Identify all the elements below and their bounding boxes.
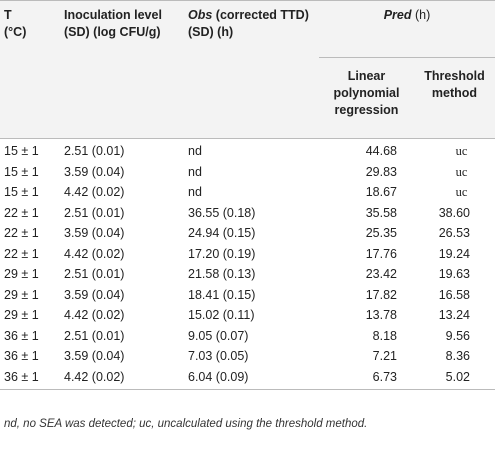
- header-cell: Obs (corrected TTD) (SD) (h): [184, 1, 319, 139]
- table-cell: 15 ± 1: [4, 164, 39, 179]
- footnote: nd, no SEA was detected; uc, uncalculate…: [4, 418, 368, 430]
- table-cell: 6.04 (0.09): [184, 366, 319, 390]
- table-cell: 2.51 (0.01): [64, 205, 125, 220]
- table-cell: 23.42: [365, 267, 397, 281]
- table-cell: 17.82: [365, 287, 397, 302]
- table-cell: 9.05 (0.07): [188, 328, 249, 343]
- table-cell: 29 ± 1: [4, 287, 39, 302]
- table-cell: nd: [188, 144, 202, 158]
- table-cell: uc: [455, 144, 468, 158]
- table-cell: uc: [455, 164, 468, 179]
- table-cell: 36 ± 1: [4, 328, 39, 343]
- table-cell: 29.83: [365, 164, 397, 179]
- table-cell: 22 ± 1: [4, 226, 39, 240]
- table-cell: uc: [455, 185, 468, 199]
- table-cell: 8.36: [445, 349, 470, 363]
- table-row: 29 ± 1 4.42 (0.02) 15.02 (0.11) 13.78 13.24: [0, 305, 495, 326]
- table-cell: 4.42 (0.02): [64, 185, 125, 199]
- header-text: (°C): [4, 25, 27, 39]
- table-cell: 13.78: [365, 308, 397, 322]
- header-cell: Linear polynomial regression: [333, 69, 400, 117]
- table-cell: 4.42 (0.02): [64, 308, 125, 322]
- table-cell: 2.51 (0.01): [64, 328, 125, 343]
- table-cell: 15.02 (0.11): [188, 308, 255, 322]
- table-cell: 3.59 (0.04): [64, 349, 125, 363]
- table-cell: 9.56: [445, 328, 470, 343]
- data-table: T (°C) Inoculation level (SD) (log CFU/g)…: [0, 0, 495, 390]
- table-cell: 7.03 (0.05): [188, 349, 249, 363]
- header-text: (h): [415, 8, 431, 22]
- table-cell: 25.35: [365, 226, 397, 240]
- table-cell: 4.42 (0.02): [60, 366, 184, 390]
- table-cell: 36 ± 1: [4, 349, 39, 363]
- table-cell: 2.51 (0.01): [64, 267, 125, 281]
- table-row: 29 ± 1 3.59 (0.04) 18.41 (0.15) 17.82 16.58: [0, 285, 495, 306]
- table-cell: 3.59 (0.04): [64, 287, 125, 302]
- header-row: T (°C) Inoculation level (SD) (log CFU/g)…: [0, 0, 495, 58]
- table-body: 15 ± 1 2.51 (0.01) nd 44.68 uc 15 ± 1 3.59 (0.…: [0, 139, 495, 390]
- table-cell: 35.58: [365, 205, 397, 220]
- header-cell: Threshold method: [424, 69, 485, 100]
- table-row: 22 ± 1 2.51 (0.01) 36.55 (0.18) 35.58 38.60: [0, 203, 495, 224]
- table-cell: 4.42 (0.02): [64, 246, 125, 261]
- table-cell: 38.60: [438, 205, 470, 220]
- table-cell: 16.58: [438, 287, 470, 302]
- table-cell: 18.41 (0.15): [188, 287, 256, 302]
- table-cell: 21.58 (0.13): [188, 267, 256, 281]
- table-row: 15 ± 1 2.51 (0.01) nd 44.68 uc: [0, 139, 495, 162]
- table-row: 22 ± 1 3.59 (0.04) 24.94 (0.15) 25.35 26.53: [0, 223, 495, 244]
- table-cell: 29 ± 1: [4, 267, 39, 281]
- table-cell: 13.24: [438, 308, 470, 322]
- table-cell: 7.21: [372, 349, 397, 363]
- table-cell: 3.59 (0.04): [64, 226, 125, 240]
- table-cell: 22 ± 1: [4, 205, 39, 220]
- table-cell: 29 ± 1: [4, 308, 39, 322]
- table-row: 15 ± 1 4.42 (0.02) nd 18.67 uc: [0, 182, 495, 203]
- table-cell: 36 ± 1: [0, 366, 60, 390]
- header-text: (corrected TTD) (SD) (h): [188, 8, 309, 39]
- table-cell: 2.51 (0.01): [64, 144, 125, 158]
- table-row: 15 ± 1 3.59 (0.04) nd 29.83 uc: [0, 162, 495, 183]
- table-cell: 3.59 (0.04): [64, 164, 125, 179]
- table-cell: 15 ± 1: [4, 144, 39, 158]
- header-text: T: [4, 8, 12, 22]
- table-cell: 17.20 (0.19): [188, 246, 256, 261]
- table-header: T (°C) Inoculation level (SD) (log CFU/g)…: [0, 0, 495, 139]
- header-cell: Pred (h): [319, 0, 495, 58]
- header-cell: T (°C): [0, 1, 60, 139]
- header-text: Pred: [383, 8, 412, 22]
- table-row: 36 ± 1 2.51 (0.01) 9.05 (0.07) 8.18 9.56: [0, 326, 495, 347]
- table-cell: nd: [188, 164, 202, 179]
- table-cell: 24.94 (0.15): [188, 226, 256, 240]
- table-cell: 6.73: [319, 366, 414, 390]
- table-row: 36 ± 1 4.42 (0.02) 6.04 (0.09) 6.73 5.02: [0, 366, 495, 390]
- table-cell: 22 ± 1: [4, 246, 39, 261]
- header-cell: Inoculation level (SD) (log CFU/g): [64, 8, 162, 39]
- table-cell: 36.55 (0.18): [188, 205, 256, 220]
- table-cell: 19.24: [438, 246, 470, 261]
- table-cell: 8.18: [372, 328, 397, 343]
- table-row: 29 ± 1 2.51 (0.01) 21.58 (0.13) 23.42 19.63: [0, 264, 495, 285]
- header-text: Obs: [188, 8, 213, 22]
- table-cell: 17.76: [365, 246, 397, 261]
- table-cell: 18.67: [365, 185, 397, 199]
- table-cell: 19.63: [438, 267, 470, 281]
- table-cell: 5.02: [414, 366, 495, 390]
- table-cell: 44.68: [365, 144, 397, 158]
- table-cell: 15 ± 1: [4, 185, 39, 199]
- table-cell: 26.53: [438, 226, 470, 240]
- table-cell: nd: [188, 185, 202, 199]
- table-row: 22 ± 1 4.42 (0.02) 17.20 (0.19) 17.76 19.24: [0, 244, 495, 265]
- table-row: 36 ± 1 3.59 (0.04) 7.03 (0.05) 7.21 8.36: [0, 346, 495, 367]
